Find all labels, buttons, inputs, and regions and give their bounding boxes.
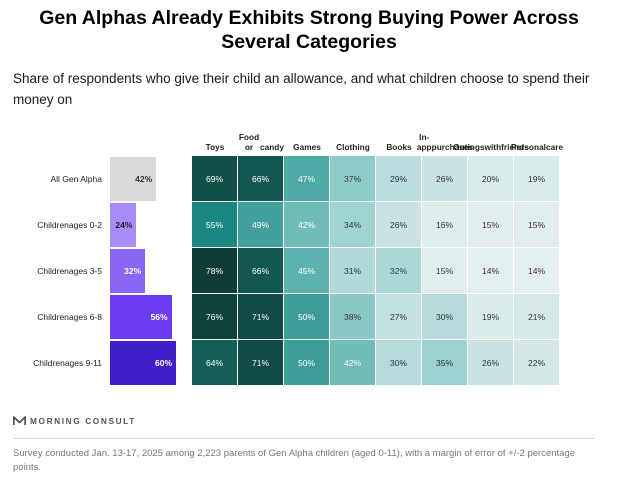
heat-cell: 55%	[192, 202, 237, 247]
heat-cell: 66%	[238, 156, 283, 201]
heat-cell: 26%	[376, 202, 421, 247]
brand-name: MORNING CONSULT	[30, 416, 136, 426]
heat-cell: 37%	[330, 156, 375, 201]
heat-cell: 69%	[192, 156, 237, 201]
heat-cell: 45%	[284, 248, 329, 293]
column-header-outings-with-friends: Outings with friends	[453, 142, 529, 152]
heat-cell: 30%	[376, 340, 421, 385]
allowance-bar-all-gen-alpha: 42%	[110, 157, 157, 201]
chart-title-line-2: Several Categories	[221, 31, 397, 53]
heat-cell: 71%	[238, 294, 283, 339]
row-label-children-ages-9-11: Children ages 9-11	[33, 357, 102, 368]
morning-consult-logo-icon	[13, 416, 26, 425]
column-header-personal-care: Personal care	[510, 142, 564, 152]
heat-cell: 26%	[468, 340, 513, 385]
heat-cell: 42%	[330, 340, 375, 385]
heat-cell: 78%	[192, 248, 237, 293]
allowance-bar-children-ages-3-5: 32%	[110, 249, 146, 293]
chart-title: Gen Alphas Already Exhibits Strong Buyin…	[0, 6, 618, 54]
row-label-children-ages-3-5: Children ages 3-5	[37, 265, 102, 276]
footer-divider	[13, 438, 595, 439]
heat-cell: 31%	[330, 248, 375, 293]
heat-cell: 16%	[422, 202, 467, 247]
row-label-children-ages-6-8: Children ages 6-8	[37, 311, 102, 322]
heat-cell: 19%	[514, 156, 559, 201]
heat-cell: 15%	[514, 202, 559, 247]
heat-cell: 66%	[238, 248, 283, 293]
heat-cell: 71%	[238, 340, 283, 385]
chart-title-line-1: Gen Alphas Already Exhibits Strong Buyin…	[39, 7, 579, 29]
row-label-children-ages-0-2: Children ages 0-2	[37, 219, 102, 230]
column-header-games: Games	[293, 142, 321, 152]
heat-cell: 50%	[284, 294, 329, 339]
heat-cell: 15%	[422, 248, 467, 293]
heat-cell: 29%	[376, 156, 421, 201]
heat-cell: 50%	[284, 340, 329, 385]
heat-cell: 49%	[238, 202, 283, 247]
allowance-bar-children-ages-6-8: 56%	[110, 295, 172, 339]
column-header-in-app-purchases: In-app purchases	[416, 132, 474, 152]
heat-cell: 42%	[284, 202, 329, 247]
column-header-food-or-candy: Food or candy	[238, 132, 284, 152]
heat-cell: 32%	[376, 248, 421, 293]
brand-logo: MORNING CONSULT	[13, 416, 136, 426]
column-header-toys: Toys	[205, 142, 225, 152]
heat-cell: 19%	[468, 294, 513, 339]
allowance-bar-children-ages-9-11: 60%	[110, 341, 176, 385]
chart-subtitle: Share of respondents who give their chil…	[13, 71, 590, 107]
column-header-books: Books	[386, 142, 412, 152]
heat-cell: 35%	[422, 340, 467, 385]
heat-cell: 38%	[330, 294, 375, 339]
heat-cell: 64%	[192, 340, 237, 385]
row-label-all-gen-alpha: All Gen Alpha	[50, 173, 102, 184]
survey-footnote: Survey conducted Jan. 13-17, 2025 among …	[13, 448, 575, 473]
column-header-clothing: Clothing	[336, 142, 370, 152]
heat-cell: 76%	[192, 294, 237, 339]
heat-cell: 27%	[376, 294, 421, 339]
heat-cell: 14%	[514, 248, 559, 293]
heat-cell: 34%	[330, 202, 375, 247]
heat-cell: 14%	[468, 248, 513, 293]
heat-cell: 30%	[422, 294, 467, 339]
heat-cell: 15%	[468, 202, 513, 247]
heat-cell: 22%	[514, 340, 559, 385]
heat-cell: 47%	[284, 156, 329, 201]
allowance-bar-children-ages-0-2: 24%	[110, 203, 137, 247]
heat-cell: 20%	[468, 156, 513, 201]
heat-cell: 26%	[422, 156, 467, 201]
heat-cell: 21%	[514, 294, 559, 339]
